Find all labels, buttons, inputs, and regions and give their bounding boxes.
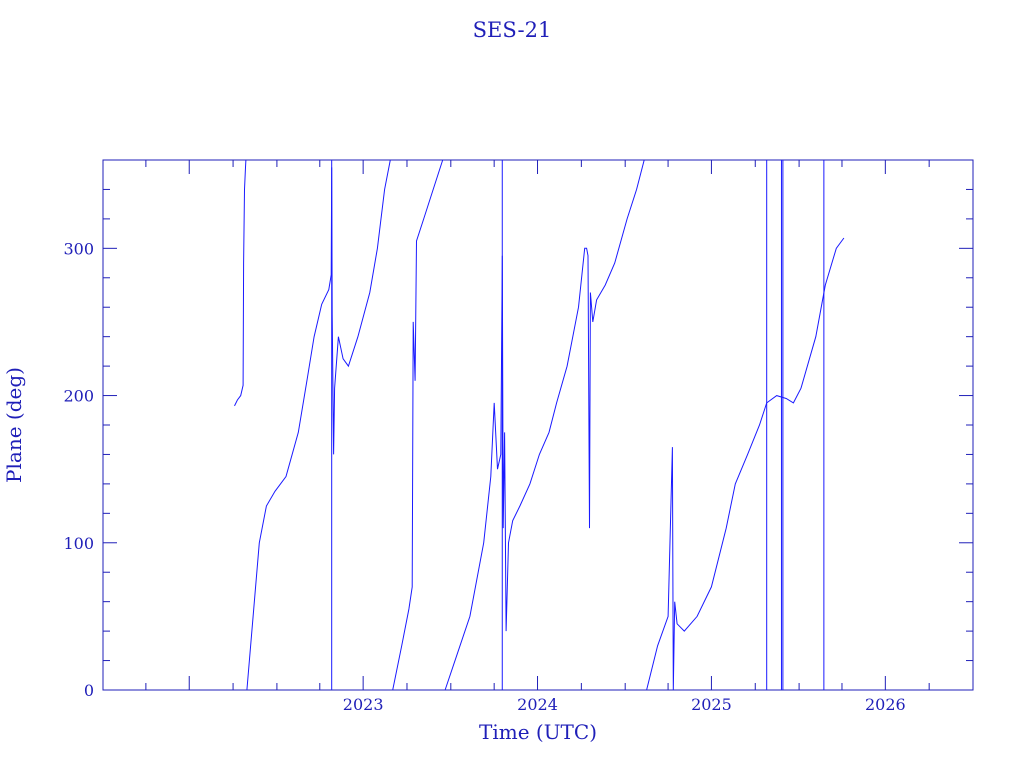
y-tick-label: 300 [63, 239, 94, 258]
x-tick-label: 2026 [865, 695, 906, 714]
y-axis-label: Plane (deg) [2, 367, 26, 483]
x-tick-label: 2025 [691, 695, 732, 714]
y-tick-label: 0 [84, 681, 94, 700]
chart-title: SES-21 [473, 18, 552, 42]
series-line [234, 159, 845, 691]
x-tick-label: 2023 [343, 695, 384, 714]
spike-lines [331, 160, 825, 690]
axis-ticks [102, 159, 973, 691]
x-tick-label: 2024 [517, 695, 558, 714]
x-axis-label: Time (UTC) [479, 720, 597, 744]
y-tick-label: 100 [63, 534, 94, 553]
y-tick-label: 200 [63, 387, 94, 406]
tick-labels: 0 100 200 300 2023 2024 2025 2026 [63, 239, 905, 714]
